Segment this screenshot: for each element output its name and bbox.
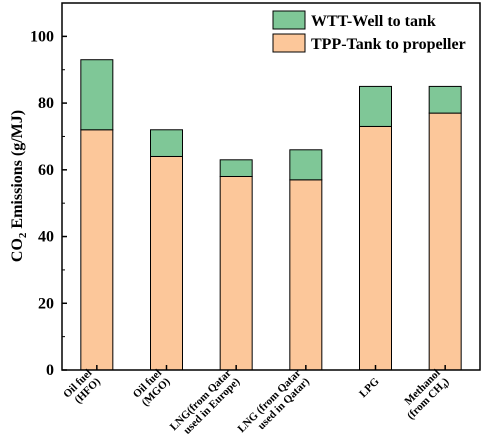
bar-ttp-0 bbox=[80, 129, 114, 371]
bar-ttp-1 bbox=[150, 155, 183, 371]
y-axis-label: CO2 Emissions (g/MJ) bbox=[9, 110, 29, 262]
legend-swatch bbox=[272, 10, 306, 30]
y-tick-label: 40 bbox=[38, 229, 54, 246]
y-tick-label: 20 bbox=[38, 295, 54, 312]
x-tick-label: Oil fuel(MGO) bbox=[131, 367, 173, 409]
bar-wtt-3 bbox=[289, 149, 323, 181]
y-tick-label: 80 bbox=[38, 95, 54, 112]
bar-wtt-1 bbox=[150, 129, 183, 157]
legend-label: TPP-Tank to propeller bbox=[311, 36, 466, 53]
bar-wtt-0 bbox=[80, 59, 114, 131]
x-tick-label-line: LPG bbox=[357, 375, 382, 400]
bar-ttp-4 bbox=[359, 125, 392, 371]
y-tick-label: 100 bbox=[30, 28, 54, 45]
bar-wtt-4 bbox=[359, 85, 392, 127]
x-tick-label: LPG bbox=[357, 375, 382, 400]
y-tick-label: 60 bbox=[38, 162, 54, 179]
x-axis: Oil fuel(HFO) Oil fuel(MGO)LNG(from Qatar… bbox=[61, 365, 452, 437]
bar-ttp-5 bbox=[428, 112, 462, 371]
x-tick-label: Methanol(from CH4) bbox=[402, 367, 451, 422]
plot-frame bbox=[61, 2, 481, 371]
y-tick-label: 0 bbox=[46, 362, 54, 379]
bar-ttp-3 bbox=[289, 179, 323, 371]
x-tick-label: Oil fuel(HFO) bbox=[61, 367, 103, 406]
bar-wtt-2 bbox=[219, 159, 253, 177]
legend-swatch bbox=[272, 33, 306, 53]
y-axis: 0 20 40 60 80 100 bbox=[30, 28, 67, 379]
legend-label: WTT-Well to tank bbox=[311, 13, 436, 30]
bars-group bbox=[80, 59, 462, 371]
bar-wtt-5 bbox=[428, 85, 462, 114]
legend: WTT-Well to tank TPP-Tank to propeller bbox=[272, 10, 466, 53]
bar-ttp-2 bbox=[219, 175, 253, 371]
